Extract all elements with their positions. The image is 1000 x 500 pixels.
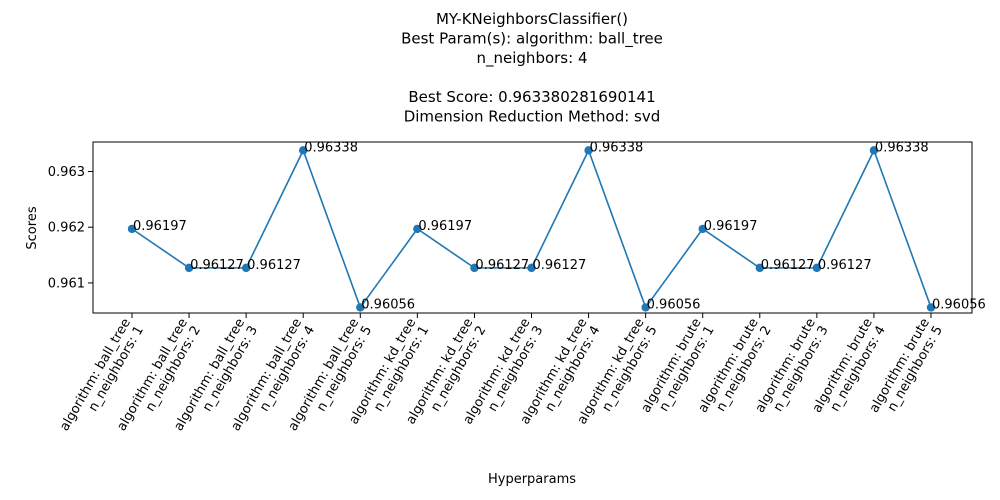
chart-title: MY-KNeighborsClassifier() Best Param(s): …	[401, 10, 663, 126]
data-point	[812, 263, 822, 273]
data-label: 0.96338	[590, 140, 644, 155]
y-axis-label: Scores	[25, 206, 40, 249]
plot-area	[92, 141, 973, 314]
y-tick-label: 0.961	[48, 276, 85, 291]
data-label: 0.96197	[418, 219, 472, 234]
title-line: MY-KNeighborsClassifier()	[436, 10, 628, 28]
data-point	[584, 146, 593, 155]
data-label: 0.96197	[133, 219, 187, 234]
data-label: 0.96056	[361, 297, 415, 312]
data-point	[869, 146, 879, 155]
y-tick-label: 0.962	[48, 221, 85, 236]
data-point	[184, 263, 194, 273]
data-point	[527, 263, 536, 273]
data-label: 0.96338	[304, 140, 358, 155]
series-scores	[127, 146, 936, 312]
data-point	[241, 263, 251, 273]
title-line: Dimension Reduction Method: svd	[404, 108, 661, 126]
data-label: 0.96127	[533, 258, 587, 273]
data-point	[299, 146, 308, 155]
title-line: Best Score: 0.963380281690141	[408, 88, 655, 106]
series-line	[131, 148, 932, 310]
data-point	[926, 303, 936, 312]
data-point	[356, 303, 365, 312]
title-line: Best Param(s): algorithm: ball_tree	[401, 30, 663, 49]
data-label: 0.96127	[247, 258, 301, 273]
data-point	[413, 224, 422, 234]
y-tick-label: 0.963	[48, 165, 85, 180]
data-label: 0.96338	[875, 140, 929, 155]
data-point	[641, 303, 650, 312]
data-label: 0.96127	[761, 258, 815, 273]
data-label: 0.96127	[818, 258, 872, 273]
data-point	[755, 263, 764, 273]
y-axis: 0.961 0.962 0.963	[48, 165, 93, 291]
data-label: 0.96056	[932, 297, 986, 312]
data-label: 0.96197	[704, 219, 758, 234]
data-label: 0.96127	[475, 258, 529, 273]
x-axis-label: Hyperparams	[488, 472, 576, 487]
data-point	[698, 224, 707, 234]
title-line: n_neighbors: 4	[477, 49, 588, 68]
data-label: 0.96127	[190, 258, 244, 273]
data-point	[470, 263, 479, 273]
data-point	[127, 224, 137, 234]
data-label: 0.96056	[647, 297, 701, 312]
